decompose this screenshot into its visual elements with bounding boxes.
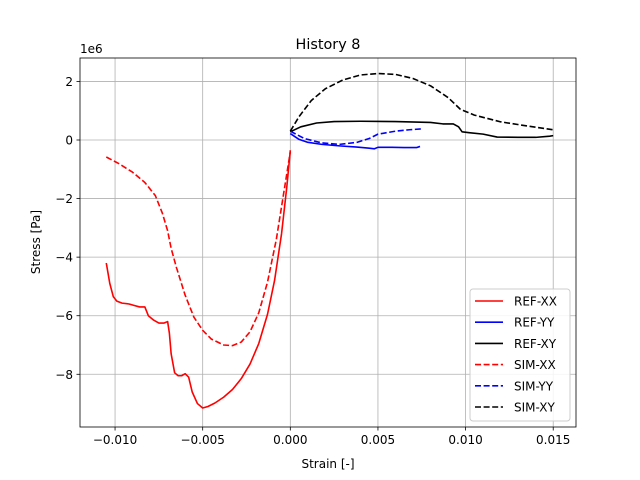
series-line-ref-xy [289,120,554,139]
legend-label: SIM-XX [514,358,556,372]
series-line-sim-xx [105,151,292,347]
legend-label: REF-YY [514,316,555,330]
chart-title: History 8 [296,37,361,53]
data-series [105,72,554,409]
series-line-ref-xx [105,150,292,409]
legend-label: SIM-YY [514,379,554,393]
legend-label: SIM-XY [514,401,555,415]
y-axis-label: Stress [Pa] [29,210,43,274]
y-tick-label: −8 [55,368,73,382]
plot-frame [79,57,577,428]
grid-lines [80,58,576,427]
x-tick-label: −0.010 [93,433,137,447]
x-tick-label: 0.015 [536,433,570,447]
series-line-sim-xy [289,72,554,132]
x-tick-label: 0.010 [448,433,482,447]
legend-label: REF-XX [514,295,557,309]
legend-label: REF-XY [514,337,557,351]
y-tick-label: −2 [55,192,73,206]
y-tick-label: −6 [55,309,73,323]
y-offset-label: 1e6 [80,42,103,56]
x-axis-label: Strain [-] [301,457,354,471]
y-tick-label: 2 [65,75,73,89]
x-tick-label: 0.005 [361,433,395,447]
axis-ticks: −0.010 −0.005 0.000 0.005 0.010 0.015 −8 −6 −4 −2… [55,75,570,447]
series-line-sim-yy [289,128,422,146]
series-line-ref-yy [289,132,421,150]
y-tick-label: −4 [55,251,73,265]
x-tick-label: −0.005 [180,433,224,447]
x-tick-label: 0.000 [273,433,307,447]
legend: REF-XX REF-YY REF-XY SIM-XX SIM-YY SIM-XY [469,288,571,422]
y-tick-label: 0 [65,134,73,148]
